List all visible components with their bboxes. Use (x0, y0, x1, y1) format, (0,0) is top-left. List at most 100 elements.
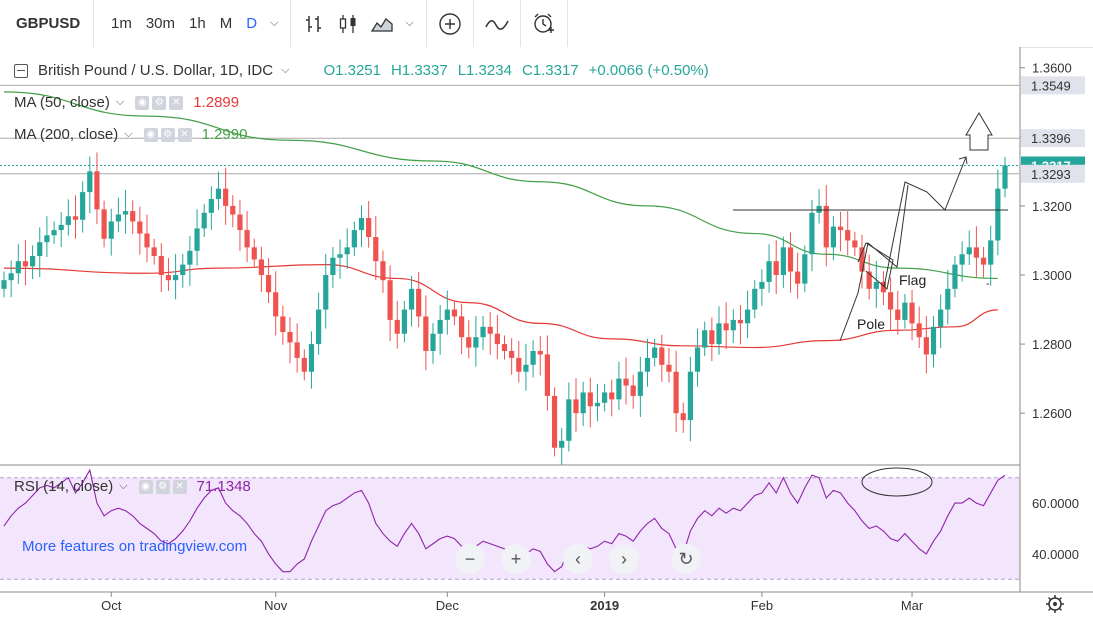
pole-line (839, 184, 909, 342)
candle-body (888, 292, 894, 310)
gear-icon[interactable]: ⚙ (152, 95, 167, 110)
rsi-menu-icon[interactable]: ⌵ (119, 480, 128, 492)
area-style-icon[interactable] (365, 0, 399, 47)
zoom-in-button[interactable]: + (501, 544, 531, 574)
candle-body (609, 392, 615, 400)
level-price-label: 1.3293 (1031, 167, 1071, 182)
chart-style-dropdown-icon[interactable]: ⌵ (405, 17, 414, 29)
candle-body (223, 188, 229, 206)
scroll-right-button[interactable]: › (609, 544, 639, 574)
price-tick-label: 1.3000 (1032, 268, 1072, 283)
candle-body (323, 275, 329, 310)
candle-body (1, 280, 7, 289)
reset-chart-button[interactable]: ↻ (671, 544, 701, 574)
pole-label: Pole (857, 316, 885, 332)
moving-averages (3, 91, 998, 349)
eye-icon[interactable]: ◉ (138, 479, 153, 494)
candle-body (909, 302, 915, 324)
interval-1h[interactable]: 1h (189, 15, 206, 32)
level-price-tag (1021, 76, 1085, 95)
candle-body (716, 323, 722, 345)
promo-link[interactable]: More features on tradingview.com (22, 538, 248, 555)
bar-style-icon[interactable] (297, 0, 331, 47)
candle-body (594, 402, 601, 407)
candle-body (859, 247, 865, 272)
close-icon[interactable]: ✕ (177, 127, 192, 142)
candle-body (380, 261, 386, 281)
price-chart[interactable]: Flag Pole - 1.26001.28001.30001.32001.34… (0, 47, 1093, 624)
alert-icon[interactable] (527, 0, 561, 47)
ohlc-open: O1.3251 (323, 62, 381, 79)
eye-icon[interactable]: ◉ (143, 127, 158, 142)
series-menu-icon[interactable]: ⌵ (281, 64, 290, 76)
interval-1m[interactable]: 1m (111, 15, 132, 32)
candle-body (44, 235, 50, 243)
time-tick-label: Mar (901, 598, 924, 613)
scroll-left-button[interactable]: ‹ (563, 544, 593, 574)
candle-body (8, 273, 14, 281)
toolbar-divider (472, 0, 474, 47)
close-icon[interactable]: ✕ (169, 95, 184, 110)
zoom-out-button[interactable]: − (455, 544, 485, 574)
candle-body (366, 218, 372, 237)
toolbar-divider (425, 0, 427, 47)
rsi-label[interactable]: RSI (14, close) (14, 478, 114, 495)
candle-body (730, 319, 736, 331)
gear-icon[interactable]: ⚙ (160, 127, 175, 142)
interval-m[interactable]: M (219, 15, 233, 32)
ma200-menu-icon[interactable]: ⌵ (124, 128, 133, 140)
collapse-legend-icon[interactable] (14, 63, 28, 78)
ohlc-low: L1.3234 (457, 62, 512, 79)
candle-body (108, 221, 114, 239)
candle-body (230, 205, 236, 215)
ma50-label[interactable]: MA (50, close) (14, 94, 110, 111)
candle-body (723, 323, 729, 331)
candle-body (623, 378, 629, 386)
candle-body (351, 230, 357, 248)
price-tick-label: 1.2800 (1032, 337, 1072, 352)
time-axis[interactable]: Oct Nov Dec 2019 Feb Mar (101, 592, 924, 613)
level-price-label: 1.3549 (1031, 78, 1071, 93)
candle-body (408, 288, 415, 310)
candle-body (916, 323, 922, 338)
ohlc-high: H1.3337 (390, 62, 448, 79)
price-tick-label: 1.2600 (1032, 406, 1072, 421)
candle-body (130, 211, 136, 222)
candle-body (587, 392, 593, 407)
candle-body (523, 364, 529, 372)
candle-body (308, 344, 315, 372)
candle-body (752, 288, 758, 310)
ma200-label[interactable]: MA (200, close) (14, 126, 119, 143)
candle-body (930, 326, 937, 355)
interval-30m[interactable]: 30m (145, 15, 176, 32)
up-arrow-icon (965, 112, 993, 151)
candle-body (273, 292, 279, 317)
candle-body (988, 240, 994, 265)
candle-body (244, 230, 250, 248)
time-tick-label: 2019 (590, 598, 619, 613)
settings-gear-icon[interactable] (1046, 595, 1064, 613)
candle-style-icon[interactable] (331, 0, 365, 47)
compare-icon[interactable] (433, 0, 467, 47)
interval-dropdown-icon[interactable]: ⌵ (270, 17, 279, 29)
candle-body (358, 218, 365, 231)
rsi-axis[interactable]: 40.0000 60.0000 (1032, 496, 1079, 562)
gear-icon[interactable]: ⚙ (155, 479, 170, 494)
indicators-icon[interactable] (480, 0, 514, 47)
candle-body (845, 230, 851, 241)
symbol-search[interactable]: GBPUSD (0, 0, 94, 47)
price-axis[interactable]: 1.26001.28001.30001.32001.34001.36001.35… (1020, 61, 1085, 421)
ma50-menu-icon[interactable]: ⌵ (115, 96, 125, 108)
candle-body (702, 330, 708, 348)
interval-d[interactable]: D (246, 15, 258, 32)
ma50-line (3, 264, 998, 349)
toolbar-divider (519, 0, 521, 47)
candle-body (501, 344, 508, 351)
close-icon[interactable]: ✕ (172, 479, 187, 494)
candle-body (459, 316, 465, 338)
candle-body (387, 280, 393, 320)
eye-icon[interactable]: ◉ (135, 95, 150, 110)
candle-body (880, 281, 887, 293)
level-price-label: 1.3396 (1031, 131, 1071, 146)
candle-body (652, 347, 658, 358)
